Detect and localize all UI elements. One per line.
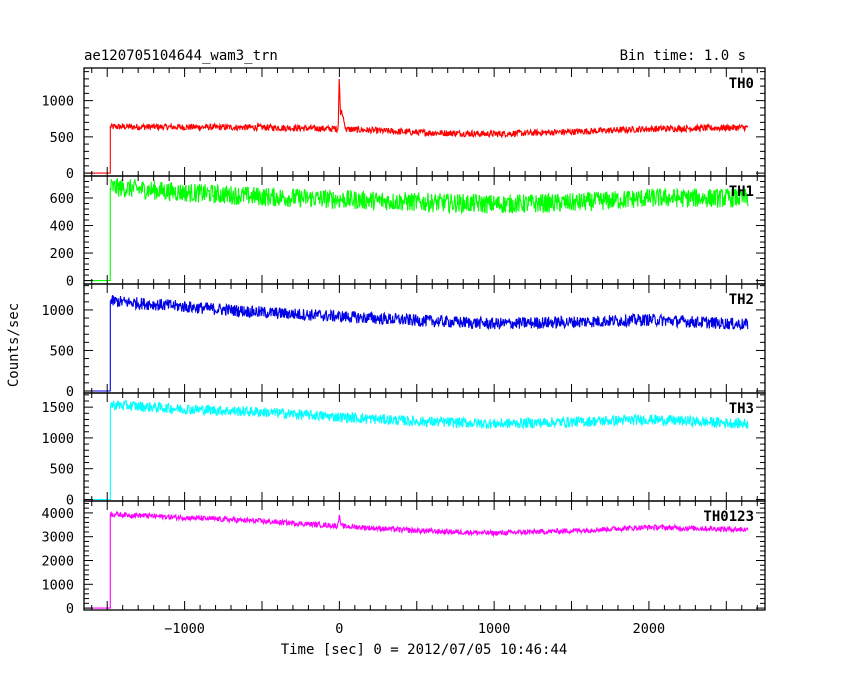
panels-group: TH0 0 500 1000 TH1 0 200 400 600 TH2 0 500 1000 TH3 0 5… (41, 67, 766, 637)
panel-label-th1: TH1 (729, 184, 754, 200)
y-tick-label: 200 (50, 246, 74, 262)
x-tick-label: 2000 (633, 621, 666, 637)
y-tick-label: 4000 (41, 506, 74, 522)
x-axis-label: Time [sec] 0 = 2012/07/05 10:46:44 (281, 642, 568, 658)
bin-time-label: Bin time: 1.0 s (620, 48, 746, 64)
y-tick-label: 500 (50, 462, 74, 478)
y-tick-label: 2000 (41, 553, 74, 569)
y-tick-label: 0 (66, 492, 74, 508)
y-tick-label: 0 (66, 274, 74, 290)
y-tick-label: 3000 (41, 530, 74, 546)
y-tick-label: 0 (66, 166, 74, 182)
series-line-th1 (85, 177, 749, 282)
panel-label-th0: TH0 (729, 76, 754, 92)
series-line-th0123 (85, 510, 749, 609)
y-tick-label: 500 (50, 130, 74, 146)
y-tick-label: 400 (50, 219, 74, 235)
y-tick-label: 0 (66, 384, 74, 400)
y-tick-label: 1500 (41, 400, 74, 416)
chart-title: ae120705104644_wam3_trn (84, 48, 278, 64)
y-tick-label: 1000 (41, 577, 74, 593)
series-line-th0 (85, 78, 749, 174)
series-line-th3 (85, 399, 749, 501)
panel-label-th3: TH3 (729, 401, 754, 417)
x-tick-label: 0 (335, 621, 343, 637)
panel-frame-th2 (83, 283, 766, 394)
x-tick-label: −1000 (164, 621, 205, 637)
y-tick-label: 600 (50, 191, 74, 207)
y-tick-label: 1000 (41, 303, 74, 319)
panel-frame-th3 (83, 392, 766, 502)
x-tick-label: 1000 (478, 621, 511, 637)
y-tick-label: 1000 (41, 94, 74, 110)
y-tick-label: 500 (50, 343, 74, 359)
y-tick-label: 0 (66, 601, 74, 617)
y-tick-label: 1000 (41, 431, 74, 447)
series-line-th2 (85, 294, 749, 392)
panel-frame-th0 (83, 67, 766, 177)
y-axis-label: Counts/sec (6, 303, 22, 387)
panel-label-th0123: TH0123 (703, 509, 754, 525)
panel-label-th2: TH2 (729, 292, 754, 308)
